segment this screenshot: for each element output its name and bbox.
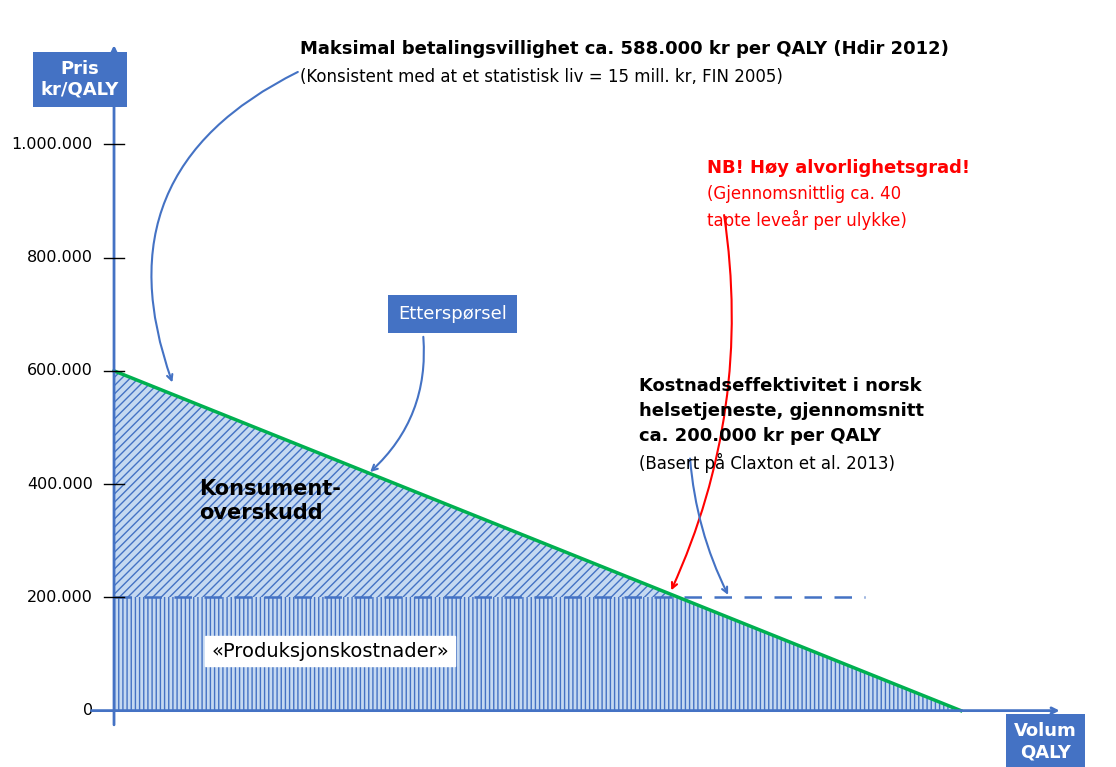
Polygon shape bbox=[679, 597, 961, 710]
Text: «Produksjonskostnader»: «Produksjonskostnader» bbox=[211, 642, 449, 660]
Text: (Basert på Claxton et al. 2013): (Basert på Claxton et al. 2013) bbox=[639, 453, 895, 473]
Polygon shape bbox=[114, 597, 679, 710]
Text: 800.000: 800.000 bbox=[27, 250, 93, 265]
Text: (Gjennomsnittlig ca. 40: (Gjennomsnittlig ca. 40 bbox=[706, 185, 901, 203]
Text: 200.000: 200.000 bbox=[27, 590, 93, 605]
Text: 400.000: 400.000 bbox=[27, 476, 93, 492]
Text: NB! Høy alvorlighetsgrad!: NB! Høy alvorlighetsgrad! bbox=[706, 159, 970, 176]
Text: Maksimal betalingsvillighet ca. 588.000 kr per QALY (Hdir 2012): Maksimal betalingsvillighet ca. 588.000 … bbox=[300, 40, 950, 58]
Text: (Konsistent med at et statistisk liv = 15 mill. kr, FIN 2005): (Konsistent med at et statistisk liv = 1… bbox=[300, 68, 783, 86]
Text: helsetjeneste, gjennomsnitt: helsetjeneste, gjennomsnitt bbox=[639, 402, 924, 420]
Text: Etterspørsel: Etterspørsel bbox=[398, 305, 507, 323]
Text: ca. 200.000 kr per QALY: ca. 200.000 kr per QALY bbox=[639, 427, 882, 446]
Polygon shape bbox=[114, 371, 679, 597]
Text: Kostnadseffektivitet i norsk: Kostnadseffektivitet i norsk bbox=[639, 377, 922, 394]
Text: 0: 0 bbox=[83, 703, 93, 718]
Text: Volum
QALY: Volum QALY bbox=[1014, 723, 1077, 761]
Text: Pris
kr/QALY: Pris kr/QALY bbox=[41, 60, 119, 99]
Text: 1.000.000: 1.000.000 bbox=[11, 137, 93, 152]
Text: tapte leveår per ulykke): tapte leveår per ulykke) bbox=[706, 209, 906, 229]
Text: 600.000: 600.000 bbox=[27, 364, 93, 378]
Text: Konsument-
overskudd: Konsument- overskudd bbox=[199, 479, 340, 522]
